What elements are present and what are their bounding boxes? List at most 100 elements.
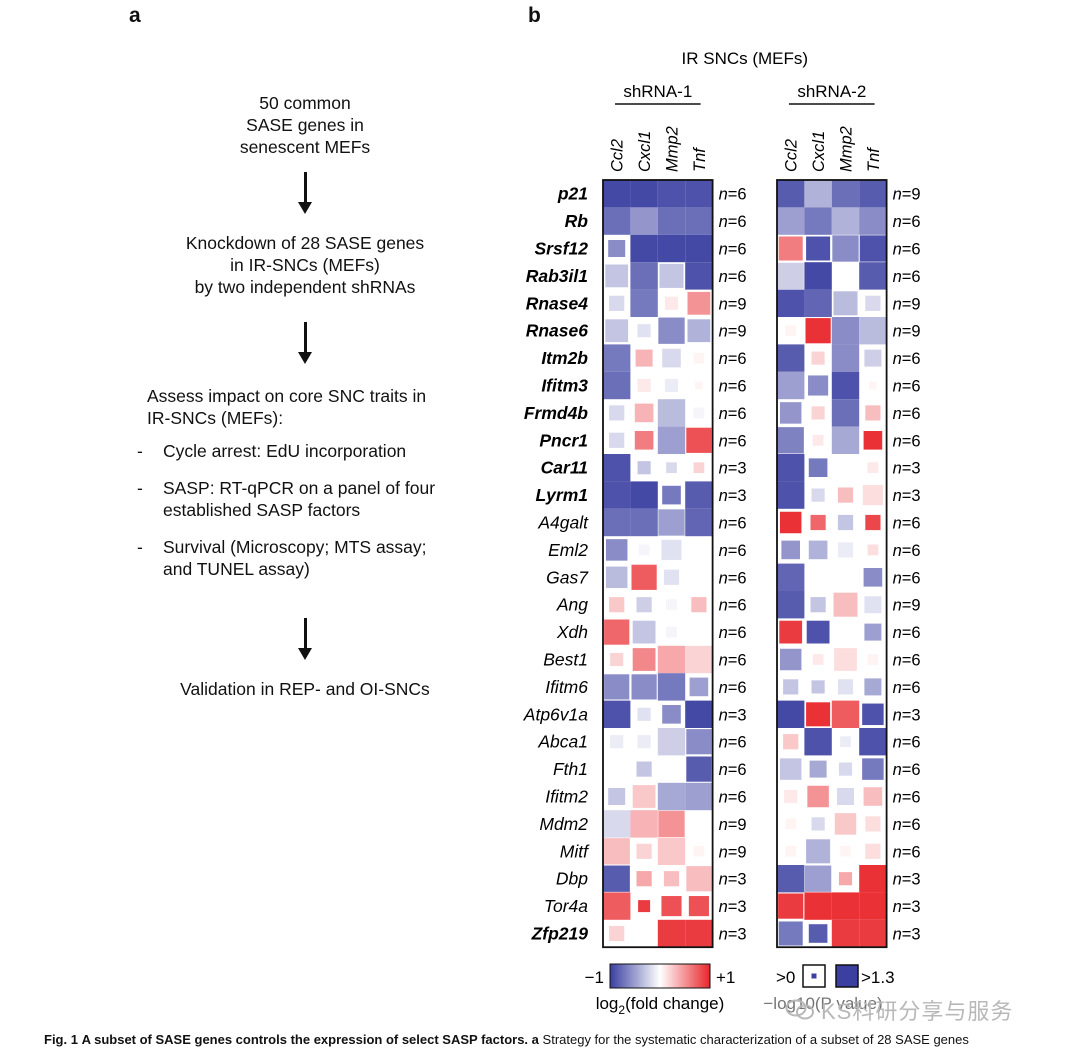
heatmap-cell [605, 264, 629, 288]
heatmap-cell [785, 845, 797, 857]
heatmap-cell [831, 207, 860, 235]
heatmap-cell [687, 319, 711, 343]
heatmap-cell [810, 514, 826, 531]
heatmap-cell [630, 207, 658, 235]
heatmap-cell [662, 704, 681, 724]
heatmap-cell [610, 735, 624, 749]
heatmap-cell [688, 896, 709, 917]
heatmap-cell [605, 539, 628, 561]
heatmap-cell [657, 399, 686, 427]
heatmap-cell [630, 180, 658, 208]
gene-label-Rnase4: Rnase4 [526, 293, 589, 313]
heatmap-cell [631, 674, 657, 700]
heatmap-cell [604, 674, 630, 700]
heatmap-cell [638, 900, 651, 913]
heatmap-cell [609, 597, 625, 613]
bullet-text: SASP: RT-qPCR on a panel of four [163, 478, 436, 498]
gene-label-Zfp219: Zfp219 [531, 924, 589, 944]
flow-step-2: Knockdown of 28 SASE genes in IR-SNCs (M… [145, 232, 465, 298]
heatmap-cell [804, 728, 832, 756]
heatmap-cell [662, 348, 681, 368]
n-label: n=9 [893, 323, 921, 341]
n-label: n=9 [893, 186, 921, 204]
gene-label-Fth1: Fth1 [553, 759, 588, 779]
heatmap-cell [603, 481, 631, 509]
n-label: n=6 [719, 432, 747, 450]
heatmap-cell [630, 234, 658, 263]
gene-label-Abca1: Abca1 [537, 732, 588, 752]
heatmap-cell [659, 263, 684, 288]
heatmap-cell [808, 924, 828, 943]
heatmap-cell [859, 235, 887, 262]
bullet-text: and TUNEL assay) [163, 559, 310, 579]
heatmap-cell [779, 620, 803, 644]
n-label: n=6 [893, 761, 921, 779]
n-label: n=9 [719, 295, 747, 313]
heatmap-cell [831, 919, 860, 948]
heatmap-cell [777, 563, 805, 591]
heatmap-frame [602, 179, 714, 949]
heatmap-cell [657, 234, 686, 263]
heatmap-cell [777, 427, 804, 454]
flow-step-4: Validation in REP- and OI-SNCs [145, 678, 465, 700]
heatmap-cell [636, 871, 652, 887]
heatmap-cell [663, 871, 680, 887]
heatmap-cell [662, 485, 681, 505]
heatmap-cell [867, 544, 879, 556]
heatmap-cell [804, 892, 832, 920]
bullet-sasp: - SASP: RT-qPCR on a panel of four estab… [137, 477, 435, 520]
heatmap-cell [634, 403, 654, 423]
gene-label-Gas7: Gas7 [546, 567, 589, 587]
heatmap-cell [777, 207, 805, 235]
column-label-Ccl2: Ccl2 [609, 139, 627, 172]
gene-label-Rab3il1: Rab3il1 [526, 266, 588, 286]
heatmap-cell [666, 599, 677, 611]
heatmap-cell [658, 509, 685, 536]
heatmap-cell [685, 481, 713, 509]
n-label: n=6 [719, 405, 747, 423]
n-label: n=6 [893, 569, 921, 587]
n-label: n=6 [719, 213, 747, 231]
heatmap-cell [603, 508, 631, 537]
heatmap-cell [838, 762, 853, 776]
flow-arrow-3 [298, 618, 312, 660]
n-label: n=9 [719, 843, 747, 861]
heatmap-cell [686, 427, 712, 453]
heatmap-cell [834, 648, 857, 671]
heatmap-cell [603, 838, 630, 865]
heatmap-cell [834, 813, 857, 835]
column-label-Ccl2: Ccl2 [783, 139, 801, 172]
column-label-Tnf: Tnf [691, 146, 709, 172]
heatmap-cell [636, 597, 652, 613]
gene-label-Rb: Rb [565, 211, 589, 231]
gene-label-Ifitm2: Ifitm2 [545, 787, 588, 807]
heatmap-cell [695, 628, 703, 636]
n-label: n=3 [719, 460, 747, 478]
flow-step-2-line: Knockdown of 28 SASE genes [185, 233, 425, 253]
gene-label-A4galt: A4galt [537, 513, 589, 533]
heatmap-cell [605, 566, 628, 589]
heatmap-cell [604, 619, 630, 645]
flow-step-1-line: 50 common [259, 93, 351, 113]
heatmap-cell [689, 677, 709, 697]
column-label-Mmp2: Mmp2 [838, 126, 856, 172]
heatmap-cell [631, 564, 657, 590]
heatmap-cell [636, 761, 652, 777]
heatmap-cell [657, 673, 686, 701]
gene-label-Srsf12: Srsf12 [534, 239, 588, 259]
n-label: n=6 [719, 268, 747, 286]
heatmap-cell [637, 735, 651, 749]
heatmap-cell [685, 262, 713, 290]
heatmap-cell [603, 810, 631, 838]
n-label: n=6 [719, 624, 747, 642]
heatmap-cell [859, 180, 887, 208]
heatmap-cell [664, 296, 679, 310]
n-label: n=6 [893, 624, 921, 642]
heatmap-cell [841, 628, 850, 636]
heatmap-cell [804, 865, 832, 892]
heatmap-cell [831, 371, 860, 400]
heatmap-cell [779, 648, 802, 671]
heatmap-cell [804, 289, 832, 317]
n-label: n=6 [893, 378, 921, 396]
bullet-text: Survival (Microscopy; MTS assay; [163, 537, 427, 557]
